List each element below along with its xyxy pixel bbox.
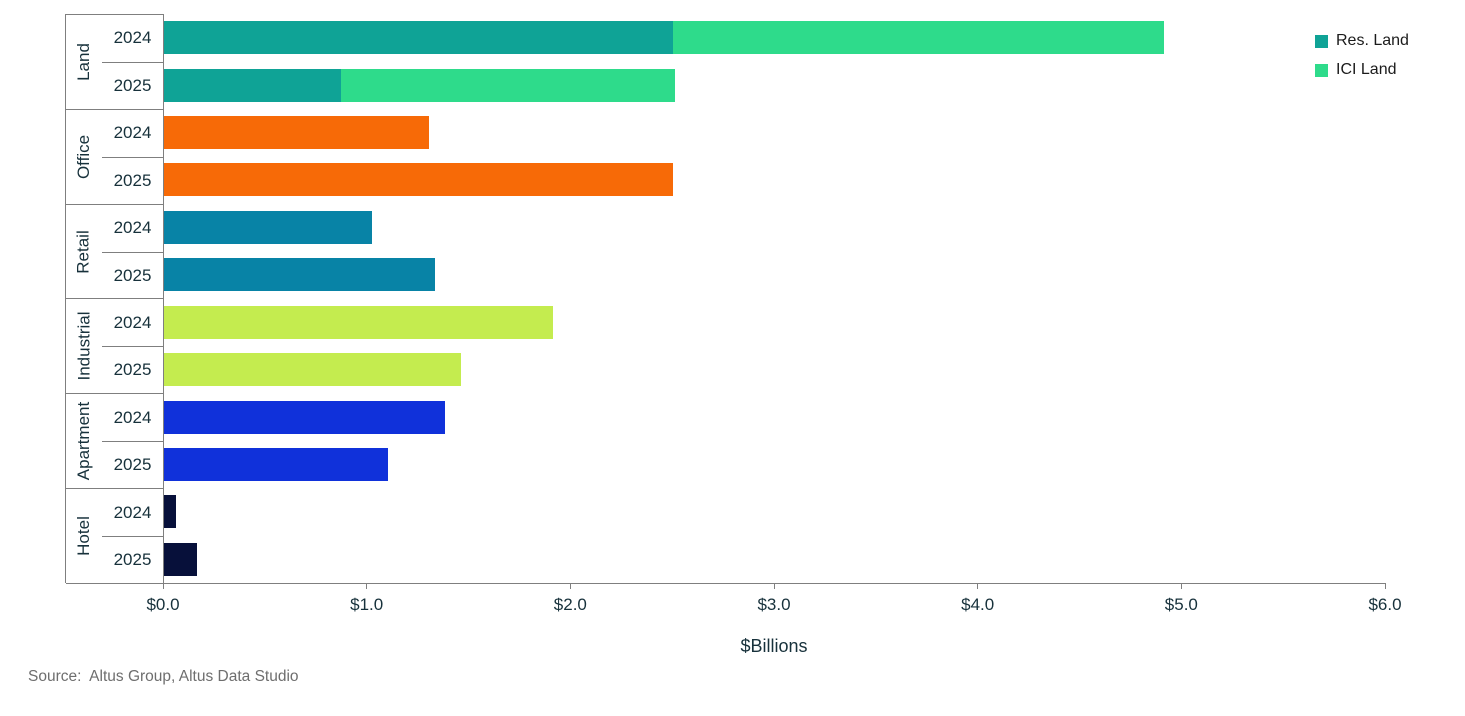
x-tick-label: $0.0	[146, 595, 180, 614]
legend-swatch-res-land-icon	[1315, 34, 1328, 48]
bar-segment-ici-land-2024	[673, 21, 1164, 55]
bar-segment-ici-land-2025	[341, 68, 676, 102]
bar-segment-industrial-2024	[164, 305, 553, 339]
x-tick-label: $1.0	[350, 595, 384, 614]
category-group-industrial: Industrial 2024 2025	[66, 299, 163, 395]
year-label-land-2025: 2025	[102, 61, 163, 109]
category-group-apartment: Apartment 2024 2025	[66, 394, 163, 490]
legend: Res. Land ICI Land	[1315, 32, 1409, 79]
x-tick-$6.0	[1384, 583, 1386, 589]
bar-segment-hotel-2025	[164, 542, 197, 576]
legend-label: Res. Land	[1336, 32, 1409, 49]
group-cell-office: Office	[66, 110, 102, 204]
group-label-hotel: Hotel	[74, 516, 93, 556]
bar-industrial-2024	[164, 305, 553, 339]
year-label-industrial-2024: 2024	[113, 312, 152, 332]
year-column-hotel: 2024 2025	[102, 489, 163, 583]
bar-hotel-2025	[164, 542, 197, 576]
year-label-hotel-2024: 2024	[113, 502, 152, 522]
group-label-industrial: Industrial	[74, 311, 94, 381]
bar-segment-office-2025	[164, 163, 674, 197]
year-label-industrial-2025: 2025	[102, 346, 163, 393]
group-cell-apartment: Apartment	[66, 394, 102, 488]
bar-apartment-2024	[164, 400, 446, 434]
year-label-office-2024: 2024	[113, 123, 152, 143]
bar-segment-hotel-2024	[164, 495, 177, 529]
group-label-land: Land	[74, 42, 94, 81]
year-column-retail: 2024 2025	[102, 205, 163, 299]
group-label-apartment: Apartment	[74, 402, 93, 481]
year-column-land: 2024 2025	[102, 15, 163, 109]
x-axis-title: $Billions	[740, 636, 808, 656]
category-label-table: Land 2024 2025 Office 2024 2025 Retail 2024 2025…	[65, 14, 163, 584]
bar-segment-res-land-2024	[164, 21, 674, 55]
x-tick-$5.0	[1180, 583, 1182, 589]
year-label-hotel-2025: 2025	[102, 536, 163, 583]
legend-item-res-land: Res. Land	[1315, 32, 1409, 50]
category-group-land: Land 2024 2025	[66, 15, 163, 110]
legend-label: ICI Land	[1336, 61, 1397, 78]
bar-apartment-2025	[164, 447, 389, 481]
x-tick-$4.0	[977, 583, 979, 589]
group-label-office: Office	[74, 134, 93, 179]
group-label-retail: Retail	[74, 229, 93, 274]
bar-hotel-2024	[164, 495, 177, 529]
group-cell-hotel: Hotel	[66, 489, 102, 583]
bar-retail-2024	[164, 210, 372, 244]
bar-segment-retail-2024	[164, 210, 372, 244]
x-tick-label: $6.0	[1368, 595, 1402, 614]
group-cell-retail: Retail	[66, 205, 102, 299]
bar-segment-apartment-2025	[164, 447, 389, 481]
year-label-apartment-2025: 2025	[102, 441, 163, 488]
year-label-office-2025: 2025	[102, 156, 163, 204]
legend-item-ici-land: ICI Land	[1315, 61, 1409, 79]
bar-segment-industrial-2025	[164, 353, 462, 387]
bar-land-2024	[164, 21, 1164, 55]
year-label-retail-2024: 2024	[113, 218, 152, 238]
group-cell-industrial: Industrial	[66, 299, 102, 393]
legend-swatch-ici-land-icon	[1315, 63, 1328, 77]
bar-office-2025	[164, 163, 674, 197]
bar-segment-apartment-2024	[164, 400, 446, 434]
category-group-office: Office 2024 2025	[66, 110, 163, 205]
source-note: Source: Altus Group, Altus Data Studio	[28, 668, 299, 685]
bar-retail-2025	[164, 258, 435, 292]
group-cell-land: Land	[66, 15, 102, 109]
x-tick-label: $3.0	[757, 595, 791, 614]
year-column-office: 2024 2025	[102, 110, 163, 204]
bar-segment-retail-2025	[164, 258, 435, 292]
plot-area	[163, 14, 1386, 584]
year-column-industrial: 2024 2025	[102, 299, 163, 393]
year-label-retail-2025: 2025	[102, 251, 163, 299]
bar-segment-res-land-2025	[164, 68, 342, 102]
category-group-hotel: Hotel 2024 2025	[66, 489, 163, 584]
category-group-retail: Retail 2024 2025	[66, 205, 163, 300]
year-label-land-2024: 2024	[113, 28, 152, 48]
x-tick-$1.0	[366, 583, 368, 589]
x-axis: $0.0 $1.0 $2.0 $3.0 $4.0 $5.0 $6.0	[146, 583, 1402, 643]
x-tick-$3.0	[773, 583, 775, 589]
x-tick-$0.0	[162, 583, 164, 589]
year-column-apartment: 2024 2025	[102, 394, 163, 488]
bar-land-2025	[164, 68, 676, 102]
x-tick-label: $4.0	[961, 595, 995, 614]
year-label-apartment-2024: 2024	[113, 407, 152, 427]
x-tick-label: $2.0	[553, 595, 587, 614]
bar-industrial-2025	[164, 353, 462, 387]
bar-segment-office-2024	[164, 116, 429, 150]
x-tick-label: $5.0	[1164, 595, 1198, 614]
x-tick-$2.0	[569, 583, 571, 589]
bar-office-2024	[164, 116, 429, 150]
